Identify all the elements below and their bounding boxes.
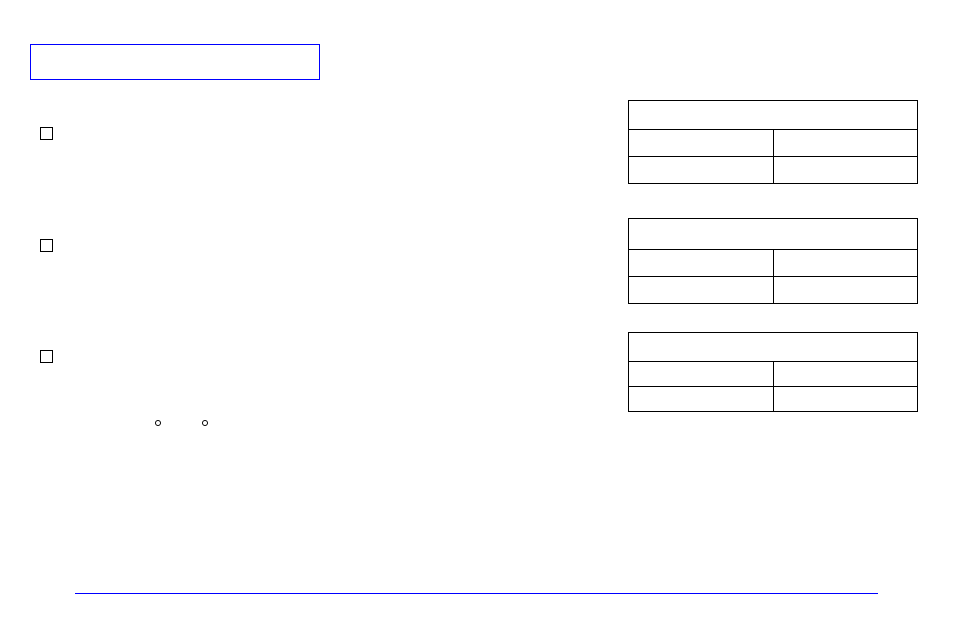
table-3-r2c1 [629,387,774,412]
table-1-r2c1 [629,157,774,184]
checkbox-2[interactable] [40,239,53,252]
table-3-r2c2 [773,387,918,412]
circle-1 [155,420,161,426]
table-2-r1c1 [629,250,774,277]
table-1 [628,100,918,184]
checkbox-1[interactable] [40,127,53,140]
title-box [30,44,320,80]
table-3-header [629,333,918,362]
table-2 [628,218,918,304]
table-1-r1c2 [773,130,918,157]
table-2-header [629,219,918,250]
bottom-rule [75,593,878,594]
table-3 [628,332,918,412]
table-3-r1c1 [629,362,774,387]
table-2-r2c1 [629,277,774,304]
table-3-r1c2 [773,362,918,387]
table-1-r2c2 [773,157,918,184]
checkbox-3[interactable] [40,350,53,363]
table-1-r1c1 [629,130,774,157]
table-1-header [629,101,918,130]
table-2-r2c2 [773,277,918,304]
table-2-r1c2 [773,250,918,277]
circle-2 [202,420,208,426]
